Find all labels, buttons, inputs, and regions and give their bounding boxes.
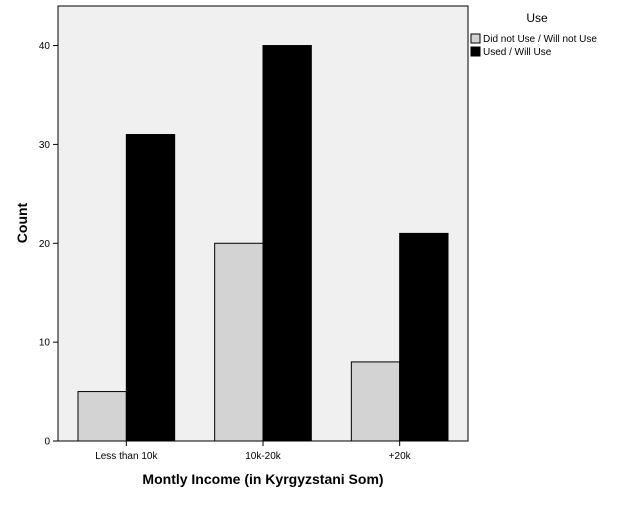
legend-swatch-did-not-use [470,33,481,44]
x-tick-label-less-than-10k: Less than 10k [95,451,158,462]
bar-used-will-use-20k [399,232,449,442]
x-tick-label-10k-20k: 10k-20k [245,451,282,462]
x-axis: Less than 10k 10k-20k +20k [95,441,412,462]
y-tick-label: 30 [39,140,51,151]
bar-did-not-use-will-not-use-less-than-10k [77,391,127,442]
legend-label-used: Used / Will Use [483,47,552,58]
y-tick-label: 0 [44,437,50,448]
bar-did-not-use-will-not-use-10k-20k [214,242,264,442]
y-tick-label: 20 [39,239,51,250]
y-axis-title: Count [14,202,30,243]
y-tick-label: 10 [39,338,51,349]
y-axis: 0 10 20 30 40 [39,41,58,448]
bars-group [77,45,449,442]
legend: Use Did not Use / Will not Use Used / Wi… [470,11,597,58]
x-tick-label-20k: +20k [389,451,412,462]
bar-did-not-use-will-not-use-20k [350,361,401,442]
legend-label-did-not-use: Did not Use / Will not Use [483,34,597,45]
bar-used-will-use-10k-20k [262,45,312,442]
legend-title: Use [526,11,548,25]
bar-used-will-use-less-than-10k [125,134,176,442]
legend-swatch-used [470,46,481,57]
y-tick-label: 40 [39,41,51,52]
x-axis-title: Montly Income (in Kyrgyzstani Som) [142,471,383,487]
